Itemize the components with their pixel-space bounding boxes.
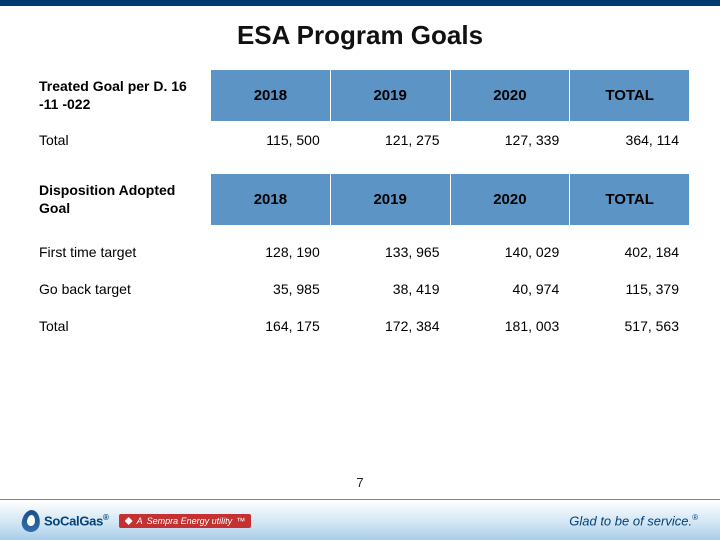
table-header-row: Disposition Adopted Goal 2018 2019 2020 … — [31, 174, 690, 226]
footer: SoCalGas® A Sempra Energy utility™ Glad … — [0, 484, 720, 540]
table-header-row: Treated Goal per D. 16 -11 -022 2018 201… — [31, 70, 690, 122]
cell: 181, 003 — [450, 308, 570, 345]
table-row: Go back target 35, 985 38, 419 40, 974 1… — [31, 271, 690, 308]
table-row: First time target 128, 190 133, 965 140,… — [31, 234, 690, 271]
col-header: 2018 — [211, 174, 331, 226]
cell: 164, 175 — [211, 308, 331, 345]
table-treated-goal: Treated Goal per D. 16 -11 -022 2018 201… — [30, 69, 690, 159]
page-title: ESA Program Goals — [0, 20, 720, 51]
spacer-row — [31, 226, 690, 234]
sempra-badge: A Sempra Energy utility™ — [119, 514, 252, 528]
row-label: First time target — [31, 234, 211, 271]
col-header: 2019 — [330, 70, 450, 122]
col-header: TOTAL — [570, 174, 690, 226]
col-header: 2020 — [450, 174, 570, 226]
row-label: Total — [31, 122, 211, 159]
cell: 40, 974 — [450, 271, 570, 308]
cell: 517, 563 — [570, 308, 690, 345]
cell: 121, 275 — [330, 122, 450, 159]
cell: 38, 419 — [330, 271, 450, 308]
flame-icon — [21, 509, 42, 533]
cell: 127, 339 — [450, 122, 570, 159]
cell: 115, 379 — [570, 271, 690, 308]
logo-text: SoCalGas® — [44, 513, 109, 528]
logo-group: SoCalGas® A Sempra Energy utility™ — [22, 510, 251, 532]
col-header: 2019 — [330, 174, 450, 226]
table-corner-label: Treated Goal per D. 16 -11 -022 — [31, 70, 211, 122]
cell: 172, 384 — [330, 308, 450, 345]
row-label: Go back target — [31, 271, 211, 308]
table-disposition-goal: Disposition Adopted Goal 2018 2019 2020 … — [30, 173, 690, 345]
cell: 140, 029 — [450, 234, 570, 271]
top-accent-bar — [0, 0, 720, 6]
tagline: Glad to be of service.® — [569, 513, 698, 528]
col-header: 2020 — [450, 70, 570, 122]
cell: 402, 184 — [570, 234, 690, 271]
table-row: Total 115, 500 121, 275 127, 339 364, 11… — [31, 122, 690, 159]
cell: 35, 985 — [211, 271, 331, 308]
col-header: 2018 — [211, 70, 331, 122]
cell: 364, 114 — [570, 122, 690, 159]
cell: 128, 190 — [211, 234, 331, 271]
row-label: Total — [31, 308, 211, 345]
tables-container: Treated Goal per D. 16 -11 -022 2018 201… — [0, 69, 720, 345]
table-row: Total 164, 175 172, 384 181, 003 517, 56… — [31, 308, 690, 345]
table-corner-label: Disposition Adopted Goal — [31, 174, 211, 226]
col-header: TOTAL — [570, 70, 690, 122]
cell: 133, 965 — [330, 234, 450, 271]
cell: 115, 500 — [211, 122, 331, 159]
